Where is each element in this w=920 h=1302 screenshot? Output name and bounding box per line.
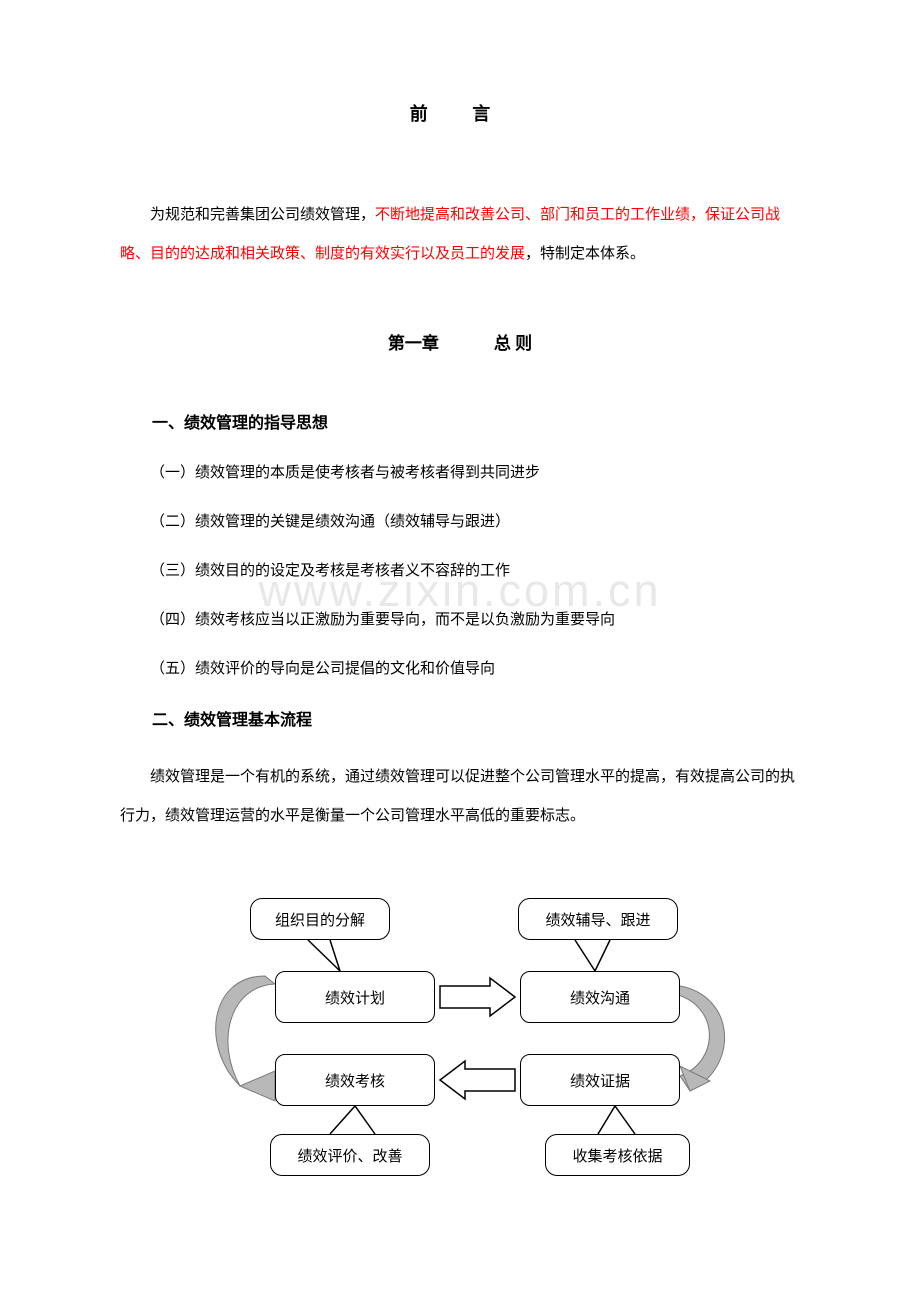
flow-box-plan: 绩效计划 [275,971,435,1023]
arrow-evidence-to-assess [440,1061,515,1099]
section-2-heading: 二、绩效管理基本流程 [120,706,800,730]
flow-box-label: 绩效考核 [325,1070,385,1091]
preface-title: 前 言 [120,100,800,126]
chapter-title: 第一章 总 则 [120,329,800,354]
document-content: 前 言 为规范和完善集团公司绩效管理，不断地提高和改善公司、部门和员工的工作业绩… [120,100,800,1176]
flow-box-assess: 绩效考核 [275,1054,435,1106]
flow-box-evidence: 绩效证据 [520,1054,680,1106]
arrow-plan-to-comm [440,978,515,1016]
list-item: （一）绩效管理的本质是使考核者与被考核者得到共同进步 [120,461,800,482]
callout-evaluate-improve: 绩效评价、改善 [270,1134,430,1176]
preface-paragraph: 为规范和完善集团公司绩效管理，不断地提高和改善公司、部门和员工的工作业绩，保证公… [120,196,800,274]
callout-collect-basis: 收集考核依据 [545,1134,690,1176]
flow-box-comm: 绩效沟通 [520,971,680,1023]
list-item: （三）绩效目的的设定及考核是考核者义不容辞的工作 [120,559,800,580]
cycle-arc [216,976,275,1086]
callout-label: 收集考核依据 [572,1145,662,1166]
list-item: （二）绩效管理的关键是绩效沟通（绩效辅导与跟进） [120,510,800,531]
callout-label: 组织目的分解 [275,909,365,930]
callout-label: 绩效评价、改善 [297,1145,402,1166]
list-item: （四）绩效考核应当以正激励为重要导向，而不是以负激励为重要导向 [120,608,800,629]
callout-coaching: 绩效辅导、跟进 [518,898,678,940]
list-item: （五）绩效评价的导向是公司提倡的文化和价值导向 [120,657,800,678]
flow-box-label: 绩效计划 [325,987,385,1008]
section-1-heading: 一、绩效管理的指导思想 [120,409,800,433]
chapter-number: 第一章 [388,334,439,353]
preface-text-suffix: ，特制定本体系。 [525,246,645,262]
process-flowchart: 绩效计划 绩效沟通 绩效考核 绩效证据 组织目的分解 绩效辅导、跟进 绩效评价、… [180,876,740,1176]
preface-text-prefix: 为规范和完善集团公司绩效管理， [150,207,375,223]
callout-goal-decompose: 组织目的分解 [250,898,390,940]
chapter-name: 总 则 [494,334,532,353]
callout-label: 绩效辅导、跟进 [545,909,650,930]
cycle-arrowhead-left [240,1071,275,1101]
section-2-paragraph: 绩效管理是一个有机的系统，通过绩效管理可以促进整个公司管理水平的提高，有效提高公… [120,758,800,836]
flow-box-label: 绩效沟通 [570,987,630,1008]
flow-box-label: 绩效证据 [570,1070,630,1091]
cycle-arc-right [675,986,725,1091]
